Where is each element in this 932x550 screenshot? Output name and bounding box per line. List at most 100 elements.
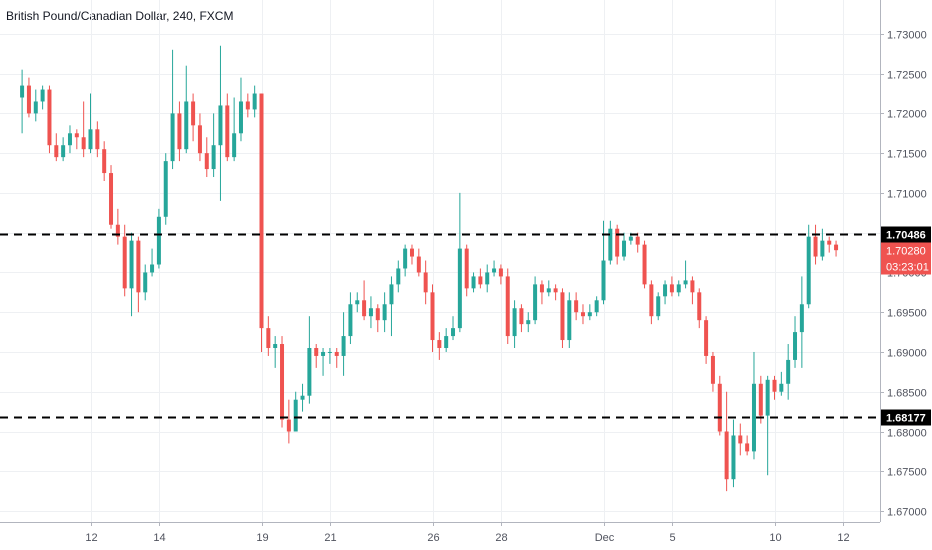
candle [129,232,134,317]
candle-body [218,105,223,146]
candle-body [457,248,462,329]
candle-body [122,236,127,289]
candle-body [710,355,715,384]
candle-body [683,280,688,285]
current-price-tag: 1.70280 03:23:01 [881,242,931,275]
price-tick-label: 1.69000 [887,348,927,360]
candle [539,280,544,305]
price-tick-label: 1.73000 [887,30,927,42]
candle [505,268,510,345]
candle [33,89,38,122]
current-price-label: 1.70280 [886,246,926,258]
time-tick-label: 28 [495,532,507,544]
candle-body [362,300,367,317]
candle [430,284,435,352]
price-tick-label: 1.69500 [887,308,927,320]
candle-body [416,256,421,273]
candle-body [676,284,681,293]
candle [622,232,627,261]
candle [608,220,613,265]
candle-body [519,308,524,325]
candle [115,208,120,245]
price-tick-label: 1.67500 [887,467,927,479]
candle [560,288,565,348]
countdown-label: 03:23:01 [886,262,929,274]
candle-body [232,133,237,158]
candle-body [95,129,100,150]
candle-body [177,113,182,150]
candle [232,97,237,162]
candle-body [348,304,353,337]
candle-body [546,288,551,293]
candle [47,85,52,154]
candle-body [690,280,695,293]
candle-body [252,93,257,110]
price-tick-label: 1.71500 [887,149,927,161]
candle [498,264,503,285]
candle-body [259,93,264,329]
candle [724,391,729,492]
candle [293,391,298,432]
candle [437,332,442,360]
candle-body [67,133,72,146]
candle [635,232,640,253]
time-tick-label: 14 [153,532,165,544]
candle-body [355,300,360,305]
time-tick-label: 12 [85,532,97,544]
candle-body [238,101,243,134]
candle [765,375,770,476]
candle-body [396,268,401,285]
candle-body [341,336,346,356]
candle-body [498,268,503,277]
candle-body [751,383,756,452]
candle-body [731,435,736,480]
candle-body [485,272,490,285]
candle-body [26,85,31,114]
candle-body [403,248,408,269]
candle-body [409,248,414,257]
candle-body [382,304,387,321]
candle [731,419,736,488]
candle [416,248,421,277]
candle [177,101,182,162]
candle-body [813,236,818,257]
candle-body [779,383,784,392]
candle [314,344,319,368]
candle [690,276,695,305]
candle [526,312,531,333]
candle-body [471,276,476,289]
candle-body [368,308,373,317]
candle-body [197,125,202,154]
candle-body [724,431,729,480]
candle [307,316,312,404]
candle [813,224,818,265]
candle [806,224,811,309]
candle [95,121,100,158]
candle [109,165,114,229]
candle [423,260,428,305]
candle-body [40,89,45,102]
candle-body [793,332,798,360]
candle-body [451,328,456,337]
candle-body [834,244,839,251]
candle-body [150,264,155,273]
candle [546,280,551,297]
candle [745,435,750,456]
candle [779,371,784,396]
candle [286,399,291,444]
candle [163,153,168,225]
candle [793,316,798,368]
candle-body [553,288,558,293]
candle [642,240,647,289]
candle-body [47,89,52,146]
candle-body [820,240,825,257]
price-tick-label: 1.71000 [887,189,927,201]
candle [334,348,339,368]
candles [20,45,839,492]
price-tags: 1.70486 1.68177 1.70280 03:23:01 [881,226,931,426]
candle-body [307,348,312,396]
candle [150,248,155,277]
time-axis[interactable]: 12 14 19 21 26 28 Dec 5 10 12 [0,522,880,544]
candle-body [765,379,770,416]
